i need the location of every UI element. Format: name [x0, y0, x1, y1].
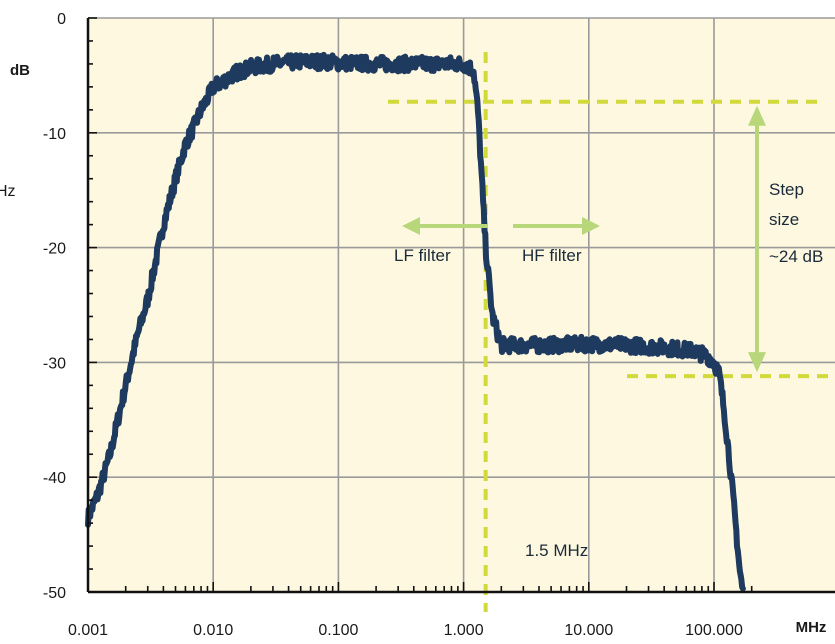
step-size-label-line-2: size	[769, 210, 799, 229]
y-tick-label: -50	[43, 585, 66, 602]
x-tick-label: 0.010	[193, 622, 233, 639]
step-size-label-line-1: Step	[769, 180, 804, 199]
x-tick-label: 1.000	[444, 622, 484, 639]
axes	[86, 17, 835, 594]
lf-arrow-head	[402, 217, 420, 235]
step-arrow-head-up	[748, 105, 766, 126]
x-tick-label: 100.000	[685, 622, 743, 639]
hf-arrow-head	[582, 217, 600, 235]
annotation-arrows	[402, 105, 766, 373]
gridlines	[88, 17, 835, 592]
y-tick-label: -10	[43, 126, 66, 143]
curve-layer	[85, 51, 746, 592]
lf-filter-label: LF filter	[394, 246, 451, 265]
y-tick-label: -40	[43, 470, 66, 487]
x-axis-label: MHz	[796, 619, 827, 636]
tick-labels: 0 -10 -20 -30 -40 -50 0.001 0.010 0.100 1.000 10.0…	[43, 11, 743, 639]
hf-filter-label: HF filter	[522, 246, 582, 265]
left-edge-text: Hz	[0, 183, 16, 200]
y-tick-label: -20	[43, 241, 66, 258]
step-size-label-line-3: ~24 dB	[769, 247, 823, 266]
cutoff-frequency-label: 1.5 MHz	[525, 541, 588, 560]
step-arrow-head-down	[748, 352, 766, 373]
y-axis-label: dB	[10, 62, 30, 79]
y-tick-label: 0	[57, 11, 66, 28]
x-tick-label: 10.000	[564, 622, 613, 639]
reference-lines	[388, 52, 828, 612]
y-tick-label: -30	[43, 355, 66, 372]
x-tick-label: 0.100	[318, 622, 358, 639]
x-tick-label: 0.001	[68, 622, 108, 639]
response-curve	[85, 51, 746, 592]
